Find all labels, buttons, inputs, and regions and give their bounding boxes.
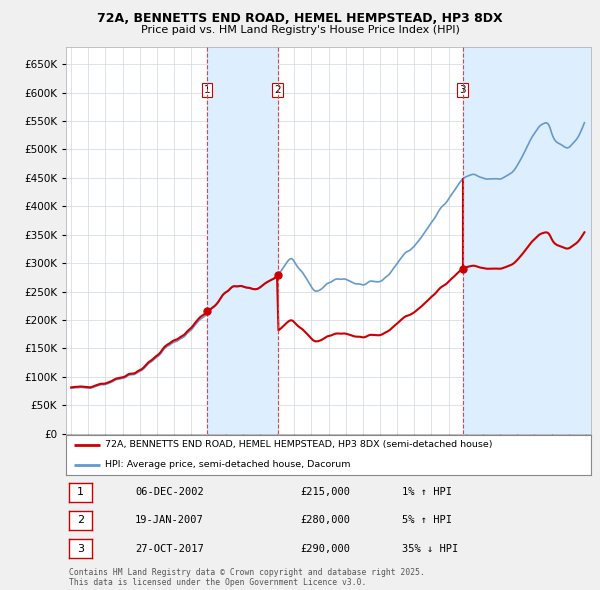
Bar bbox=[463, 47, 591, 434]
Text: 5% ↑ HPI: 5% ↑ HPI bbox=[402, 516, 452, 525]
Text: 27-OCT-2017: 27-OCT-2017 bbox=[135, 544, 204, 553]
Text: 35% ↓ HPI: 35% ↓ HPI bbox=[402, 544, 458, 553]
Text: £215,000: £215,000 bbox=[300, 487, 350, 497]
Text: 19-JAN-2007: 19-JAN-2007 bbox=[135, 516, 204, 525]
Text: 1: 1 bbox=[77, 487, 84, 497]
Text: 72A, BENNETTS END ROAD, HEMEL HEMPSTEAD, HP3 8DX: 72A, BENNETTS END ROAD, HEMEL HEMPSTEAD,… bbox=[97, 12, 503, 25]
Text: Price paid vs. HM Land Registry's House Price Index (HPI): Price paid vs. HM Land Registry's House … bbox=[140, 25, 460, 35]
Text: 3: 3 bbox=[460, 85, 466, 95]
Text: 72A, BENNETTS END ROAD, HEMEL HEMPSTEAD, HP3 8DX (semi-detached house): 72A, BENNETTS END ROAD, HEMEL HEMPSTEAD,… bbox=[106, 440, 493, 450]
Text: HPI: Average price, semi-detached house, Dacorum: HPI: Average price, semi-detached house,… bbox=[106, 460, 351, 470]
Text: 3: 3 bbox=[77, 544, 84, 553]
Bar bbox=[207, 47, 278, 434]
Text: 1% ↑ HPI: 1% ↑ HPI bbox=[402, 487, 452, 497]
Text: 2: 2 bbox=[77, 516, 84, 525]
Text: 06-DEC-2002: 06-DEC-2002 bbox=[135, 487, 204, 497]
Text: Contains HM Land Registry data © Crown copyright and database right 2025.
This d: Contains HM Land Registry data © Crown c… bbox=[69, 568, 425, 587]
Text: 1: 1 bbox=[204, 85, 211, 95]
Text: £290,000: £290,000 bbox=[300, 544, 350, 553]
Text: £280,000: £280,000 bbox=[300, 516, 350, 525]
Text: 2: 2 bbox=[275, 85, 281, 95]
